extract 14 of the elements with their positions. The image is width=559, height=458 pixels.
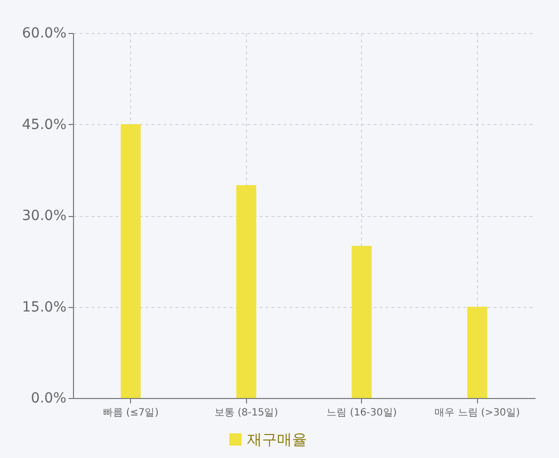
y-tick-label: 60.0%	[22, 26, 66, 42]
x-tick-label: 느림 (16-30일)	[326, 408, 397, 418]
x-tick-label: 빠름 (≤7일)	[102, 408, 159, 418]
x-tick-label: 보통 (8-15일)	[214, 408, 278, 418]
bar	[120, 124, 141, 398]
legend-label: 재구매율	[247, 430, 307, 448]
x-tick-label: 매우 느림 (>30일)	[434, 408, 520, 418]
bar	[236, 185, 256, 398]
y-tick-label: 0.0%	[30, 390, 66, 406]
y-tick-label: 15.0%	[22, 299, 66, 316]
bar	[467, 306, 488, 398]
y-tick-label: 30.0%	[22, 208, 66, 224]
y-tick-label: 45.0%	[22, 116, 66, 133]
bar	[352, 246, 372, 398]
